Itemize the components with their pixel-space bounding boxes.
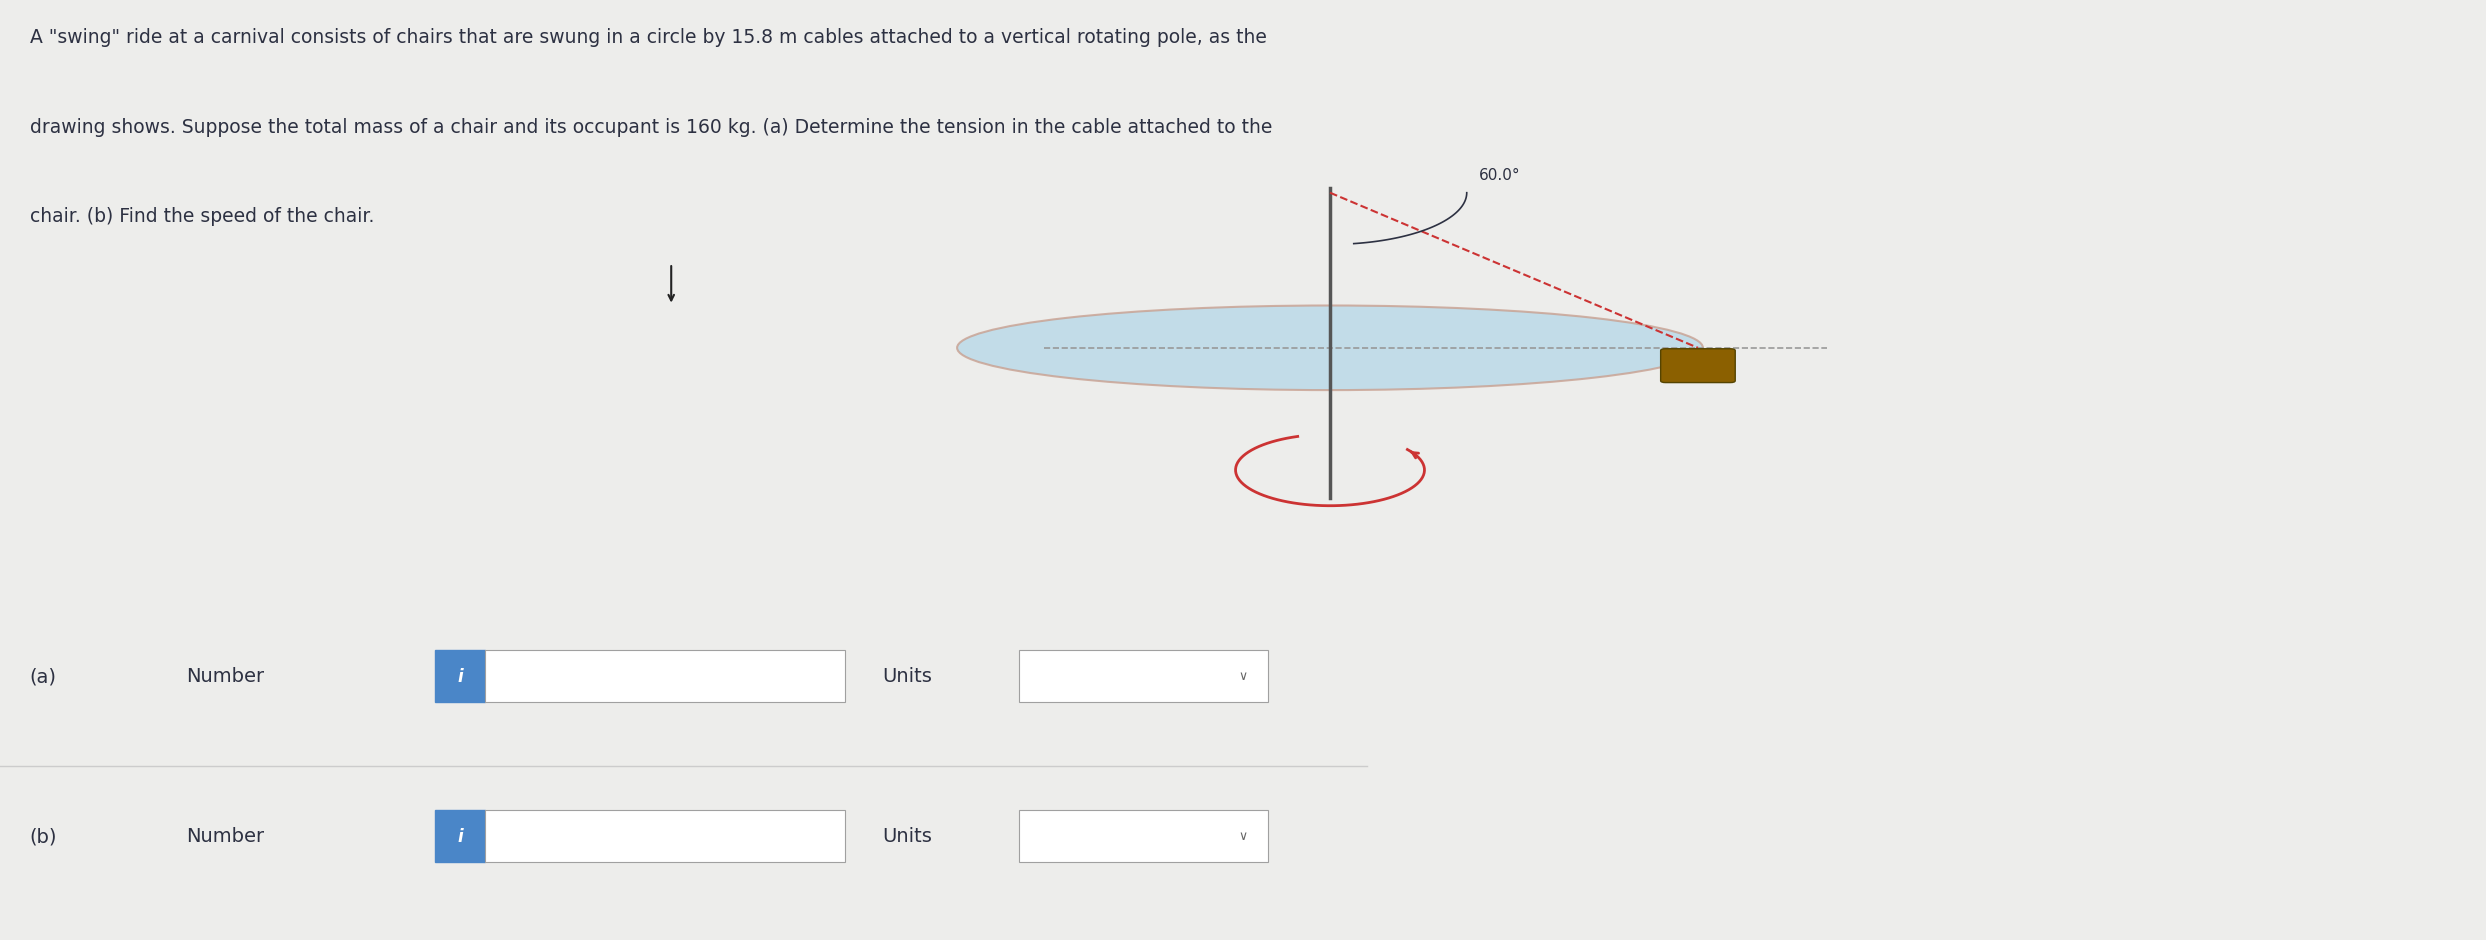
Text: drawing shows. Suppose the total mass of a chair and its occupant is 160 kg. (a): drawing shows. Suppose the total mass of…	[30, 118, 1273, 136]
FancyBboxPatch shape	[1019, 810, 1268, 862]
FancyBboxPatch shape	[485, 650, 845, 702]
Text: Units: Units	[883, 667, 932, 686]
Text: Units: Units	[883, 827, 932, 846]
Text: ∨: ∨	[1238, 670, 1248, 683]
FancyBboxPatch shape	[1661, 349, 1735, 383]
Text: i: i	[457, 667, 462, 686]
Text: (a): (a)	[30, 667, 57, 686]
Text: ∨: ∨	[1238, 830, 1248, 843]
Text: (b): (b)	[30, 827, 57, 846]
Ellipse shape	[957, 306, 1703, 390]
Text: Number: Number	[186, 667, 264, 686]
Text: chair. (b) Find the speed of the chair.: chair. (b) Find the speed of the chair.	[30, 207, 375, 226]
FancyBboxPatch shape	[435, 650, 485, 702]
Text: 60.0°: 60.0°	[1479, 168, 1521, 183]
FancyBboxPatch shape	[485, 810, 845, 862]
FancyBboxPatch shape	[1019, 650, 1268, 702]
Text: i: i	[457, 827, 462, 846]
FancyBboxPatch shape	[435, 810, 485, 862]
Text: Number: Number	[186, 827, 264, 846]
Text: A "swing" ride at a carnival consists of chairs that are swung in a circle by 15: A "swing" ride at a carnival consists of…	[30, 28, 1268, 47]
